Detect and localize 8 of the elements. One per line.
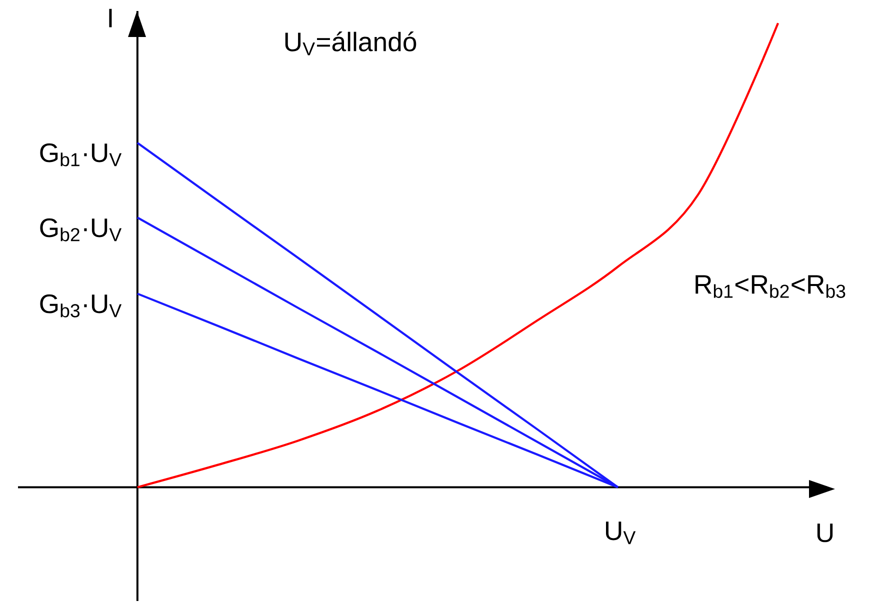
text: U$_{V}$ bbox=[606, 522, 636, 544]
annotation: U$_{V}$=állandó bbox=[285, 32, 416, 56]
annotation: G$_{b3}$·U$_{V}$ bbox=[40, 294, 122, 318]
annotation: G$_{b2}$·U$_{V}$ bbox=[40, 218, 122, 242]
y-axis-title: I bbox=[109, 8, 112, 28]
annotation: R$_{b1}$<R$_{b2}$<R$_{b3}$ bbox=[696, 275, 846, 298]
annotation: G$_{b1}$·U$_{V}$ bbox=[40, 143, 122, 166]
x-axis-title: U bbox=[817, 524, 833, 542]
